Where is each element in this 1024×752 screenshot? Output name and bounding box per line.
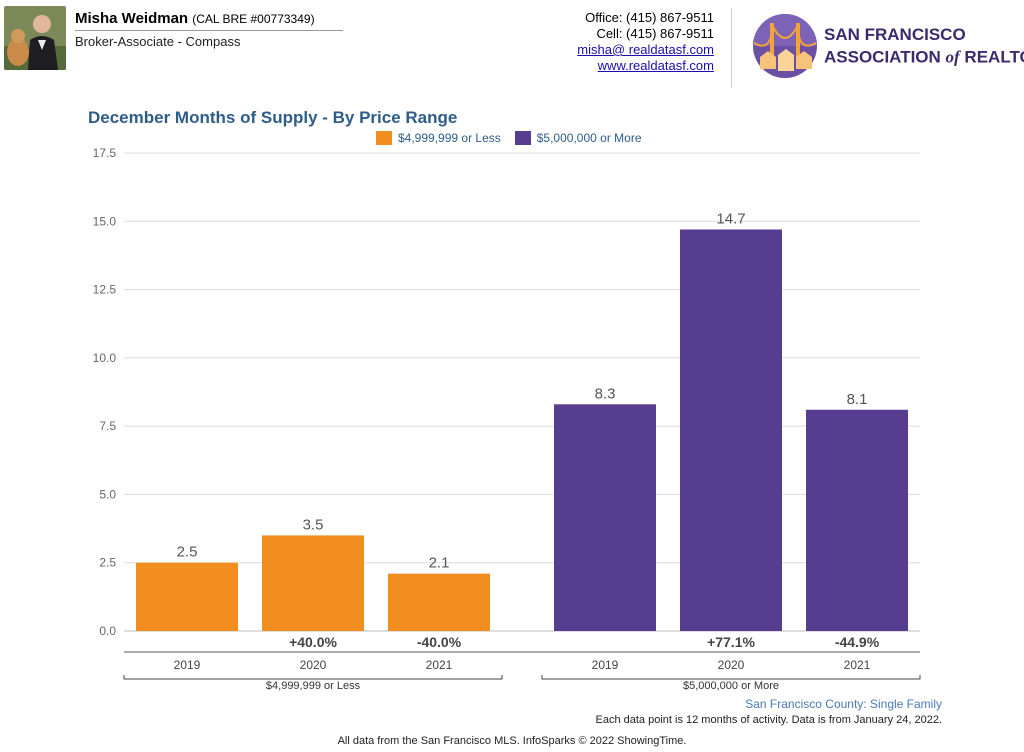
group-bracket (123, 675, 503, 680)
bar-value-label: 14.7 (716, 210, 745, 227)
y-tick-label: 5.0 (99, 487, 116, 501)
website-link[interactable]: www.realdatasf.com (597, 58, 714, 73)
legend-label-less: $4,999,999 or Less (398, 131, 501, 145)
x-tick-label: 2019 (592, 658, 619, 672)
bar-value-label: 8.3 (595, 385, 616, 402)
y-tick-label: 0.0 (99, 624, 116, 638)
agent-license: (CAL BRE #00773349) (192, 12, 315, 26)
cell-phone: Cell: (415) 867-9511 (596, 26, 714, 41)
legend-item-more: $5,000,000 or More (514, 131, 642, 145)
region-label: San Francisco County: Single Family (745, 697, 942, 711)
bar-value-label: 8.1 (847, 391, 868, 408)
bar (680, 229, 782, 632)
bar (388, 573, 490, 631)
change-label: +40.0% (289, 634, 337, 650)
sfar-logo-icon (752, 13, 818, 79)
x-tick-label: 2021 (426, 658, 453, 672)
bar (554, 404, 656, 631)
y-tick-label: 2.5 (99, 556, 116, 570)
contact-block: Office: (415) 867-9511 Cell: (415) 867-9… (577, 10, 714, 74)
legend-swatch-less (376, 131, 392, 145)
source-note: All data from the San Francisco MLS. Inf… (337, 735, 687, 747)
x-tick-label: 2021 (844, 658, 871, 672)
email-link[interactable]: misha@ realdatasf.com (577, 42, 714, 57)
sfar-name-association: ASSOCIATION (824, 47, 946, 67)
agent-photo (4, 6, 66, 70)
y-tick-label: 12.5 (93, 283, 117, 297)
legend-item-less: $4,999,999 or Less (376, 131, 501, 145)
group-label: $4,999,999 or Less (266, 680, 361, 692)
legend-swatch-more (514, 131, 531, 145)
group-bracket (541, 675, 921, 680)
change-label: -44.9% (835, 634, 880, 650)
bar (806, 409, 908, 631)
office-phone: Office: (415) 867-9511 (585, 10, 714, 25)
change-label: -40.0% (417, 634, 462, 650)
bar-value-label: 2.5 (177, 544, 198, 561)
chart-legend: $4,999,999 or Less $5,000,000 or More (376, 131, 642, 145)
data-note: Each data point is 12 months of activity… (595, 714, 942, 726)
sfar-name-realtors: REALTORS (964, 47, 1024, 67)
legend-label-more: $5,000,000 or More (536, 131, 642, 145)
sfar-name-line2: ASSOCIATION of REALTORS® (824, 44, 1024, 67)
y-tick-label: 15.0 (93, 214, 117, 228)
sfar-name-line1: SAN FRANCISCO (824, 25, 966, 44)
x-tick-label: 2020 (718, 658, 745, 672)
agent-name-underline (75, 30, 343, 31)
bar-value-label: 3.5 (303, 516, 324, 533)
x-tick-label: 2019 (174, 658, 201, 672)
chart-title: December Months of Supply - By Price Ran… (88, 108, 458, 127)
agent-title: Broker-Associate - Compass (75, 34, 241, 49)
months-of-supply-chart: 0.0 2.5 5.0 7.5 10.0 12.5 15.0 17.5 2.5 2019 3.5 +4… (93, 146, 921, 692)
bar (262, 535, 364, 631)
bar-value-label: 2.1 (429, 555, 450, 572)
sfar-name-of: of (945, 47, 960, 67)
change-label: +77.1% (707, 634, 755, 650)
group-label: $5,000,000 or More (683, 680, 779, 692)
agent-name: Misha Weidman (CAL BRE #00773349) (75, 10, 315, 27)
y-tick-label: 7.5 (99, 419, 116, 433)
x-tick-label: 2020 (300, 658, 327, 672)
header-divider (731, 8, 732, 88)
y-tick-label: 17.5 (93, 146, 117, 160)
agent-name-text: Misha Weidman (75, 10, 189, 27)
y-tick-label: 10.0 (93, 351, 117, 365)
sfar-name: SAN FRANCISCO ASSOCIATION of REALTORS® (824, 25, 1024, 67)
bar (136, 562, 238, 631)
